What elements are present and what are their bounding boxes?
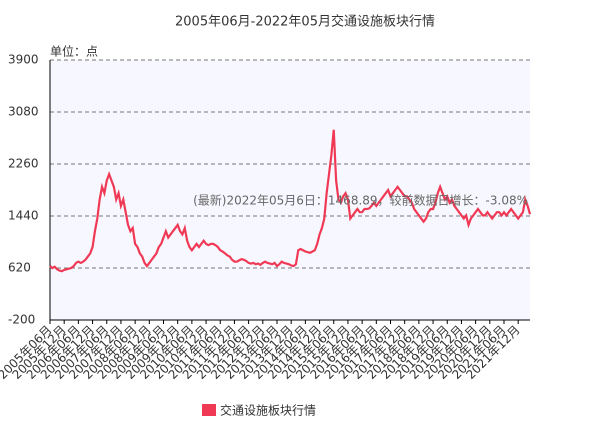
plot-area (50, 60, 530, 320)
y-tick-label: 3900 (8, 53, 39, 67)
y-tick-label: 1440 (8, 209, 39, 223)
y-tick-label: 2260 (8, 157, 39, 171)
y-tick-label: -200 (8, 313, 35, 327)
y-tick-label: 620 (8, 261, 31, 275)
annotation: (最新)2022年05月6日：1468.89，较前数据日增长：-3.08% (193, 193, 528, 208)
data-line (49, 129, 532, 273)
y-tick-label: 3080 (8, 105, 39, 119)
chart-title: 2005年06月-2022年05月交通设施板块行情 (175, 14, 435, 30)
legend-label: 交通设施板块行情 (220, 403, 316, 418)
y-unit: 单位：点 (50, 44, 98, 59)
legend-swatch (202, 404, 216, 416)
